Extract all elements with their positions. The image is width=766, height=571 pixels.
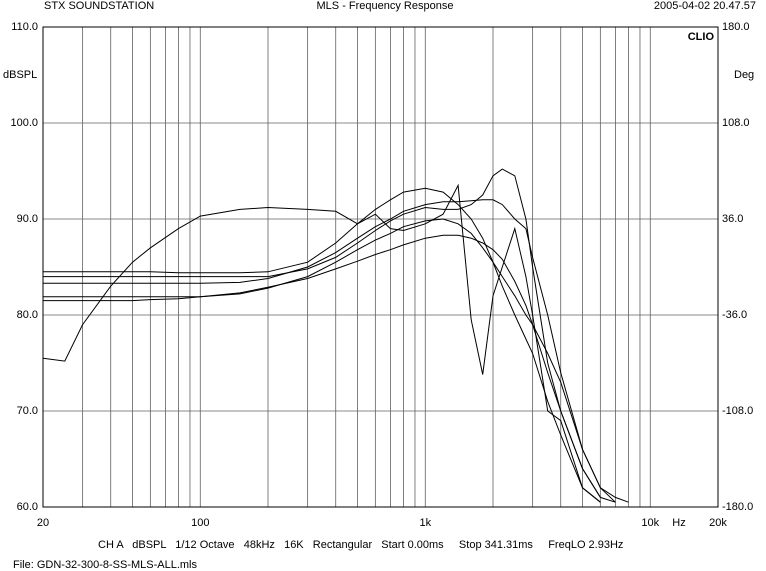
y-tick-label: 60.0 <box>17 501 38 513</box>
plot-frame <box>42 26 719 508</box>
x-tick-label: 10k <box>641 517 659 529</box>
x-tick-label: 100 <box>191 517 209 529</box>
brand: CLIO <box>688 31 715 43</box>
y-tick-label: 80.0 <box>17 309 38 321</box>
y2-tick-label: 108.0 <box>722 117 750 129</box>
y2-label: Deg <box>734 69 754 81</box>
y2-tick-label: 180.0 <box>722 21 750 33</box>
y-tick-label: 110.0 <box>11 21 38 33</box>
x-tick-label: 20k <box>709 517 727 529</box>
date: 2005-04-02 20.47.57 <box>654 0 756 12</box>
x-tick-label: 20 <box>37 517 49 529</box>
response-curve <box>43 187 601 503</box>
y-tick-label: 70.0 <box>17 405 38 417</box>
y2-tick-label: 36.0 <box>722 213 743 225</box>
response-curve <box>43 199 629 503</box>
source: STX SOUNDSTATION <box>44 0 154 12</box>
x-unit: Hz <box>672 517 685 529</box>
y2-tick-label: -108.0 <box>722 405 753 417</box>
y-tick-label: 90.0 <box>17 213 38 225</box>
response-curve <box>43 234 601 498</box>
chart-title: MLS - Frequency Response <box>317 0 454 12</box>
response-curve <box>43 168 616 503</box>
settings: CH A dBSPL 1/12 Octave 48kHz 16K Rectang… <box>98 539 623 551</box>
y-tick-label: 100.0 <box>10 117 38 129</box>
x-tick-label: 1k <box>419 517 431 529</box>
y-label: dBSPL <box>3 69 37 81</box>
y2-tick-label: -36.0 <box>722 309 747 321</box>
file-name: File: GDN-32-300-8-SS-MLS-ALL.mls <box>13 559 197 571</box>
y2-tick-label: -180.0 <box>722 501 753 513</box>
